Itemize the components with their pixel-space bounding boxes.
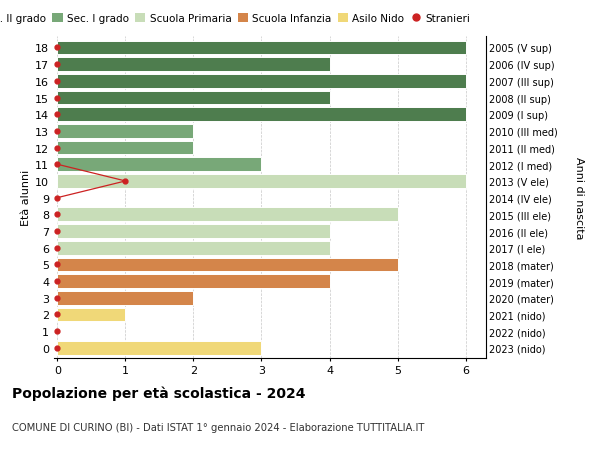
Bar xyxy=(58,91,329,105)
Bar xyxy=(58,208,398,222)
Bar xyxy=(58,125,193,139)
Legend: Sec. II grado, Sec. I grado, Scuola Primaria, Scuola Infanzia, Asilo Nido, Stran: Sec. II grado, Sec. I grado, Scuola Prim… xyxy=(0,10,474,28)
Bar xyxy=(58,224,329,238)
Bar xyxy=(58,158,262,172)
Bar xyxy=(58,58,329,72)
Bar xyxy=(58,175,466,188)
Text: COMUNE DI CURINO (BI) - Dati ISTAT 1° gennaio 2024 - Elaborazione TUTTITALIA.IT: COMUNE DI CURINO (BI) - Dati ISTAT 1° ge… xyxy=(12,422,424,432)
Y-axis label: Età alunni: Età alunni xyxy=(21,169,31,225)
Text: Popolazione per età scolastica - 2024: Popolazione per età scolastica - 2024 xyxy=(12,386,305,400)
Bar xyxy=(58,141,193,155)
Bar xyxy=(58,308,125,322)
Bar xyxy=(58,291,193,305)
Bar xyxy=(58,75,466,89)
Bar xyxy=(58,274,329,288)
Bar xyxy=(58,241,329,255)
Bar xyxy=(58,341,262,355)
Bar xyxy=(58,108,466,122)
Bar xyxy=(58,42,466,55)
Bar xyxy=(58,258,398,272)
Y-axis label: Anni di nascita: Anni di nascita xyxy=(574,156,584,239)
